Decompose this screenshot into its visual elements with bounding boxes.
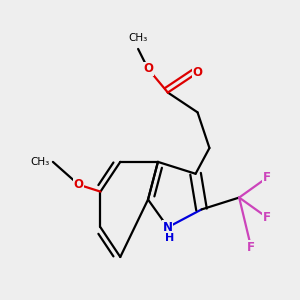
Text: F: F: [247, 241, 255, 254]
Text: O: O: [143, 62, 153, 75]
Text: H: H: [165, 233, 174, 243]
Text: O: O: [193, 66, 202, 79]
Text: O: O: [74, 178, 84, 191]
Text: F: F: [263, 211, 271, 224]
Text: CH₃: CH₃: [31, 157, 50, 167]
Text: CH₃: CH₃: [128, 33, 148, 43]
Text: F: F: [263, 171, 271, 184]
Text: N: N: [163, 221, 173, 234]
